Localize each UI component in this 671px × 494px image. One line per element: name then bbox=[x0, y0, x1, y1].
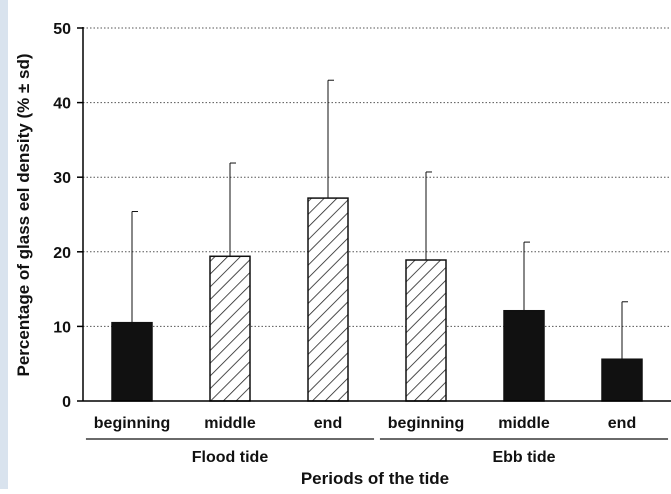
group-label: Flood tide bbox=[192, 449, 269, 466]
bar-hatched bbox=[209, 255, 251, 402]
y-tick-label: 50 bbox=[53, 21, 71, 38]
bar-solid bbox=[503, 309, 545, 402]
x-category-label: beginning bbox=[94, 415, 170, 432]
gridlines bbox=[83, 27, 671, 327]
axes bbox=[77, 27, 671, 440]
x-category-label: end bbox=[314, 415, 342, 432]
bar-solid bbox=[601, 358, 643, 402]
y-axis-title: Percentage of glass eel density (% ± sd) bbox=[14, 54, 33, 377]
y-tick-label: 0 bbox=[62, 394, 71, 411]
bar-hatched bbox=[307, 197, 349, 402]
left-margin-tint bbox=[0, 0, 8, 489]
bars bbox=[111, 79, 643, 402]
bar-hatched bbox=[405, 259, 447, 402]
y-tick-label: 40 bbox=[53, 96, 71, 113]
group-label: Ebb tide bbox=[492, 449, 555, 466]
labels: 0 10 20 30 40 50 beginning middle end beginning mi… bbox=[53, 21, 636, 466]
x-category-label: middle bbox=[498, 415, 550, 432]
y-tick-label: 20 bbox=[53, 245, 71, 262]
x-category-label: end bbox=[608, 415, 636, 432]
x-axis-title: Periods of the tide bbox=[301, 469, 449, 488]
y-tick-label: 30 bbox=[53, 170, 71, 187]
x-category-label: middle bbox=[204, 415, 256, 432]
x-category-label: beginning bbox=[388, 415, 464, 432]
y-tick-label: 10 bbox=[53, 319, 71, 336]
bar-solid bbox=[111, 321, 153, 402]
